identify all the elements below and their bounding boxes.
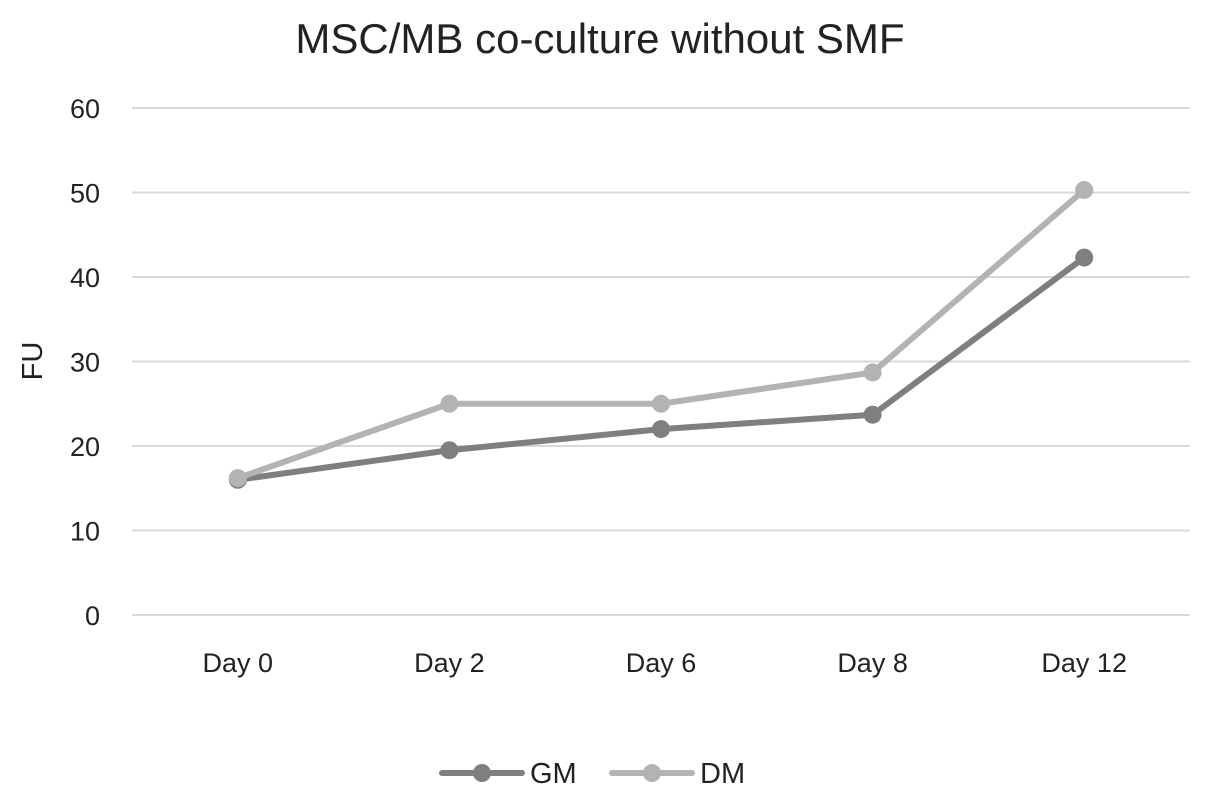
x-tick-label: Day 2	[414, 648, 485, 678]
data-point	[440, 441, 459, 460]
series-gm	[228, 248, 1094, 489]
chart-title: MSC/MB co-culture without SMF	[295, 15, 904, 62]
legend: GM DM	[439, 758, 745, 790]
legend-label: DM	[700, 758, 745, 790]
x-tick-label: Day 6	[626, 648, 697, 678]
legend-item-dm: DM	[609, 758, 745, 790]
y-tick-label: 20	[70, 432, 100, 462]
data-point	[1075, 180, 1094, 199]
data-point	[652, 420, 670, 439]
y-tick-label: 10	[70, 517, 100, 547]
series-dm	[228, 180, 1094, 488]
x-tick-label: Day 8	[837, 648, 908, 678]
x-tick-label: Day 12	[1041, 648, 1127, 678]
data-point	[863, 405, 882, 424]
data-point	[652, 394, 670, 413]
legend-item-gm: GM	[439, 758, 577, 790]
series-group	[228, 180, 1094, 489]
data-point	[1075, 248, 1094, 267]
y-tick-label: 0	[85, 601, 100, 631]
y-tick-label: 30	[70, 348, 100, 378]
data-point	[228, 469, 247, 488]
legend-swatch-marker	[473, 764, 491, 782]
legend-label: GM	[530, 758, 577, 790]
gridlines	[132, 107, 1190, 616]
legend-swatch-marker	[643, 764, 661, 782]
y-axis-ticks: 0 10 20 30 40 50 60	[70, 94, 100, 631]
y-tick-label: 60	[70, 94, 100, 124]
x-axis-ticks: Day 0 Day 2 Day 6 Day 8 Day 12	[203, 648, 1127, 678]
x-tick-label: Day 0	[203, 648, 274, 678]
data-point	[440, 394, 459, 413]
y-axis-title: FU	[17, 342, 49, 381]
y-tick-label: 50	[70, 179, 100, 209]
y-tick-label: 40	[70, 263, 100, 293]
data-point	[863, 363, 882, 382]
